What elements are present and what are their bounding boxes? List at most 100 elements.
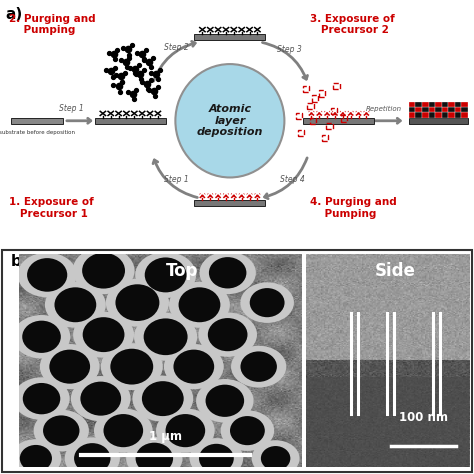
Circle shape [134, 313, 197, 361]
Text: 3. Exposure of
   Precursor 2: 3. Exposure of Precursor 2 [310, 14, 395, 36]
Bar [415, 107, 422, 112]
Ellipse shape [103, 414, 143, 447]
Text: Repetition: Repetition [366, 106, 402, 112]
Bar [448, 107, 455, 112]
Bar [428, 112, 435, 118]
Bar [340, 115, 346, 121]
Circle shape [240, 283, 294, 323]
Bar [415, 112, 422, 118]
Text: Step 2: Step 2 [164, 43, 188, 52]
Circle shape [71, 376, 131, 421]
Text: a): a) [6, 8, 23, 22]
Bar [415, 102, 422, 107]
Ellipse shape [49, 350, 90, 383]
Ellipse shape [173, 350, 214, 383]
Bar [455, 102, 462, 107]
Ellipse shape [55, 287, 96, 322]
Bar [428, 102, 435, 107]
Bar [435, 107, 442, 112]
Text: b): b) [10, 254, 28, 269]
Bar [428, 107, 435, 112]
Bar [462, 102, 468, 107]
Ellipse shape [20, 445, 52, 472]
Ellipse shape [144, 319, 188, 355]
Bar [331, 108, 337, 114]
Bar [422, 107, 428, 112]
Text: substrate before deposition: substrate before deposition [0, 130, 75, 135]
Ellipse shape [43, 415, 80, 446]
Bar [319, 91, 325, 97]
Bar [442, 107, 448, 112]
Circle shape [164, 344, 224, 389]
Ellipse shape [81, 382, 121, 416]
Bar [321, 135, 328, 141]
Bar [448, 112, 455, 118]
Ellipse shape [136, 443, 173, 474]
Bar [435, 112, 442, 118]
Circle shape [73, 247, 135, 294]
Ellipse shape [208, 318, 247, 351]
Ellipse shape [250, 288, 284, 317]
Bar [422, 102, 428, 107]
Ellipse shape [22, 320, 61, 353]
Circle shape [101, 343, 163, 390]
Circle shape [169, 282, 230, 328]
Bar [409, 107, 415, 112]
Circle shape [190, 438, 243, 474]
Ellipse shape [116, 284, 159, 321]
Circle shape [175, 64, 284, 177]
Bar [435, 102, 442, 107]
Circle shape [64, 438, 120, 474]
Bar [409, 112, 415, 118]
Bar [302, 85, 309, 92]
Bar [333, 83, 339, 90]
Circle shape [220, 410, 274, 451]
Ellipse shape [23, 383, 60, 414]
Bar [194, 34, 265, 40]
Circle shape [135, 252, 196, 298]
Circle shape [40, 344, 100, 389]
Bar [310, 118, 316, 124]
Ellipse shape [165, 414, 205, 447]
Ellipse shape [82, 253, 125, 289]
Text: Atomic
layer
deposition: Atomic layer deposition [197, 104, 263, 137]
Circle shape [156, 409, 215, 453]
Ellipse shape [261, 446, 291, 471]
Circle shape [13, 315, 70, 358]
Bar [462, 107, 468, 112]
Text: Step 1: Step 1 [164, 175, 188, 184]
Bar [442, 102, 448, 107]
Circle shape [106, 279, 169, 327]
Ellipse shape [145, 257, 186, 292]
Circle shape [132, 375, 193, 422]
Text: Step 1: Step 1 [59, 104, 83, 113]
Circle shape [94, 409, 153, 453]
Text: 2. Purging and
    Pumping: 2. Purging and Pumping [9, 14, 95, 36]
Bar [298, 130, 304, 137]
Ellipse shape [206, 384, 244, 417]
Circle shape [196, 379, 254, 422]
Bar [306, 377, 469, 467]
Bar [95, 118, 166, 124]
Ellipse shape [199, 444, 234, 473]
Text: Step 3: Step 3 [277, 45, 302, 54]
Ellipse shape [230, 416, 265, 445]
Bar [455, 112, 462, 118]
Circle shape [34, 410, 89, 452]
Ellipse shape [240, 351, 277, 382]
Circle shape [45, 282, 106, 328]
Circle shape [200, 251, 256, 294]
Text: Side: Side [375, 262, 416, 280]
Ellipse shape [110, 349, 153, 384]
Bar [303, 118, 374, 124]
Circle shape [231, 346, 286, 388]
Text: 100 nm: 100 nm [399, 411, 448, 424]
Circle shape [252, 440, 300, 474]
Circle shape [18, 253, 77, 297]
Circle shape [13, 377, 70, 420]
Ellipse shape [74, 443, 110, 474]
Text: 1. Exposure of
   Precursor 1: 1. Exposure of Precursor 1 [9, 197, 93, 219]
Bar [462, 112, 468, 118]
Circle shape [198, 312, 257, 357]
Bar [194, 200, 265, 206]
